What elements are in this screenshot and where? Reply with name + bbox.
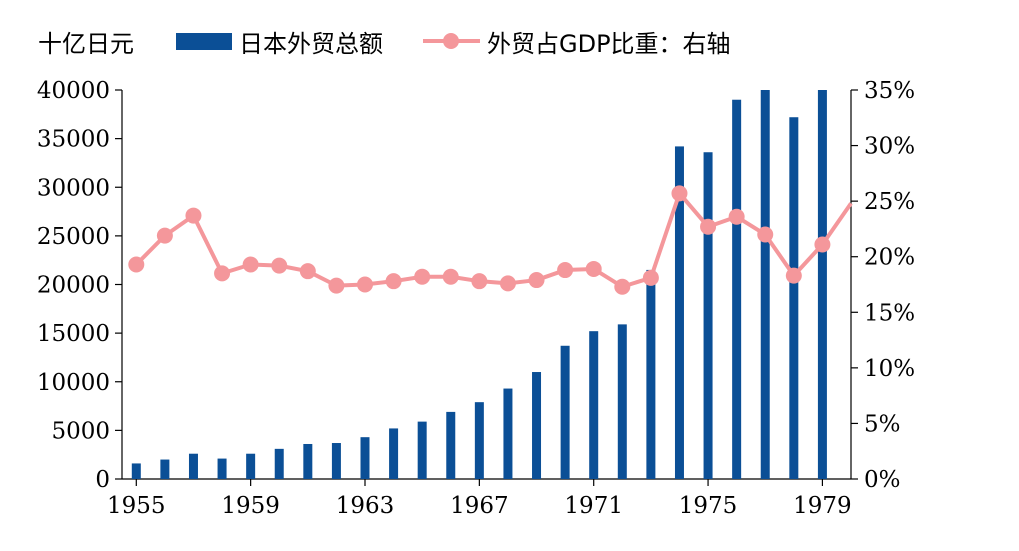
bar <box>817 90 827 479</box>
legend-bar-label: 日本外贸总额 <box>239 30 383 58</box>
line-marker <box>785 267 802 284</box>
line-marker <box>299 263 316 280</box>
bar <box>303 443 313 479</box>
legend-line-label: 外贸占GDP比重：右轴 <box>487 30 731 58</box>
right-axis-tick-label: 5% <box>864 411 901 437</box>
left-axis-tick-label: 10000 <box>37 370 110 396</box>
left-axis-tick-label: 40000 <box>37 78 110 104</box>
line-marker <box>585 260 602 277</box>
bar <box>474 402 484 479</box>
line-marker <box>814 236 831 253</box>
line-marker <box>385 273 402 290</box>
left-axis-tick-label: 25000 <box>37 224 110 250</box>
legend-line-marker <box>443 33 459 49</box>
right-axis-tick-label: 35% <box>864 78 915 104</box>
y-unit-label: 十亿日元 <box>38 30 134 58</box>
bar <box>789 117 799 479</box>
legend: 日本外贸总额 外贸占GDP比重：右轴 <box>176 30 731 58</box>
x-axis-tick-label: 1975 <box>679 493 738 519</box>
bar <box>360 437 370 479</box>
bar <box>532 372 542 479</box>
bar <box>560 345 570 479</box>
line-marker <box>185 207 202 224</box>
right-axis-tick-label: 30% <box>864 134 915 160</box>
line-marker <box>471 273 488 290</box>
bar <box>732 99 742 479</box>
bar <box>246 453 256 479</box>
bar <box>274 448 284 479</box>
left-axis-tick-label: 20000 <box>37 273 110 299</box>
bar <box>617 324 627 479</box>
left-axis-tick-label: 30000 <box>37 175 110 201</box>
line-marker <box>414 268 431 285</box>
line-marker <box>757 226 774 243</box>
x-axis-tick-label: 1955 <box>107 493 166 519</box>
bar <box>646 269 656 479</box>
x-axis-tick-label: 1963 <box>336 493 395 519</box>
line-marker <box>642 269 659 286</box>
bar <box>674 146 684 479</box>
line-marker <box>128 256 145 273</box>
line-marker <box>499 275 516 292</box>
left-axis-tick-label: 15000 <box>37 321 110 347</box>
line-path <box>134 191 853 289</box>
line-marker <box>271 257 288 274</box>
bar <box>389 428 399 479</box>
bar <box>160 459 170 479</box>
line-marker <box>442 268 459 285</box>
line-marker <box>700 218 717 235</box>
right-axis-tick-label: 10% <box>864 356 915 382</box>
bar <box>589 331 599 479</box>
x-axis-tick-label: 1959 <box>221 493 280 519</box>
bar <box>188 453 198 479</box>
bar <box>217 458 227 479</box>
tick-labels: 0 5000 10000 15000 20000 25000 30000 35000 40000… <box>37 78 915 519</box>
line-series <box>128 185 853 295</box>
x-axis-tick-label: 1979 <box>793 493 852 519</box>
line-marker <box>214 265 231 282</box>
bar <box>760 90 770 479</box>
bar <box>417 421 427 479</box>
x-axis-tick-label: 1967 <box>450 493 509 519</box>
line-marker <box>557 262 574 279</box>
line-marker <box>328 277 345 294</box>
line-marker <box>614 278 631 295</box>
right-axis-tick-label: 25% <box>864 189 915 215</box>
bar <box>703 152 713 480</box>
line-marker <box>671 185 688 202</box>
bar <box>331 443 341 479</box>
line-marker <box>357 276 373 293</box>
axes <box>115 89 858 486</box>
right-axis-tick-label: 20% <box>864 245 915 271</box>
line-marker <box>728 208 745 225</box>
right-axis-tick-label: 15% <box>864 300 915 326</box>
bar-series <box>131 90 827 480</box>
line-marker <box>242 256 259 273</box>
bar <box>446 411 456 479</box>
line-marker <box>528 272 545 289</box>
legend-bar-swatch <box>176 33 232 50</box>
left-axis-tick-label: 35000 <box>37 127 110 153</box>
right-axis-tick-label: 0% <box>864 467 901 493</box>
bar <box>131 463 141 479</box>
x-axis-tick-label: 1971 <box>564 493 623 519</box>
line-marker <box>156 227 173 244</box>
bar <box>503 388 513 479</box>
left-axis-tick-label: 0 <box>95 467 110 493</box>
left-axis-tick-label: 5000 <box>51 418 110 444</box>
